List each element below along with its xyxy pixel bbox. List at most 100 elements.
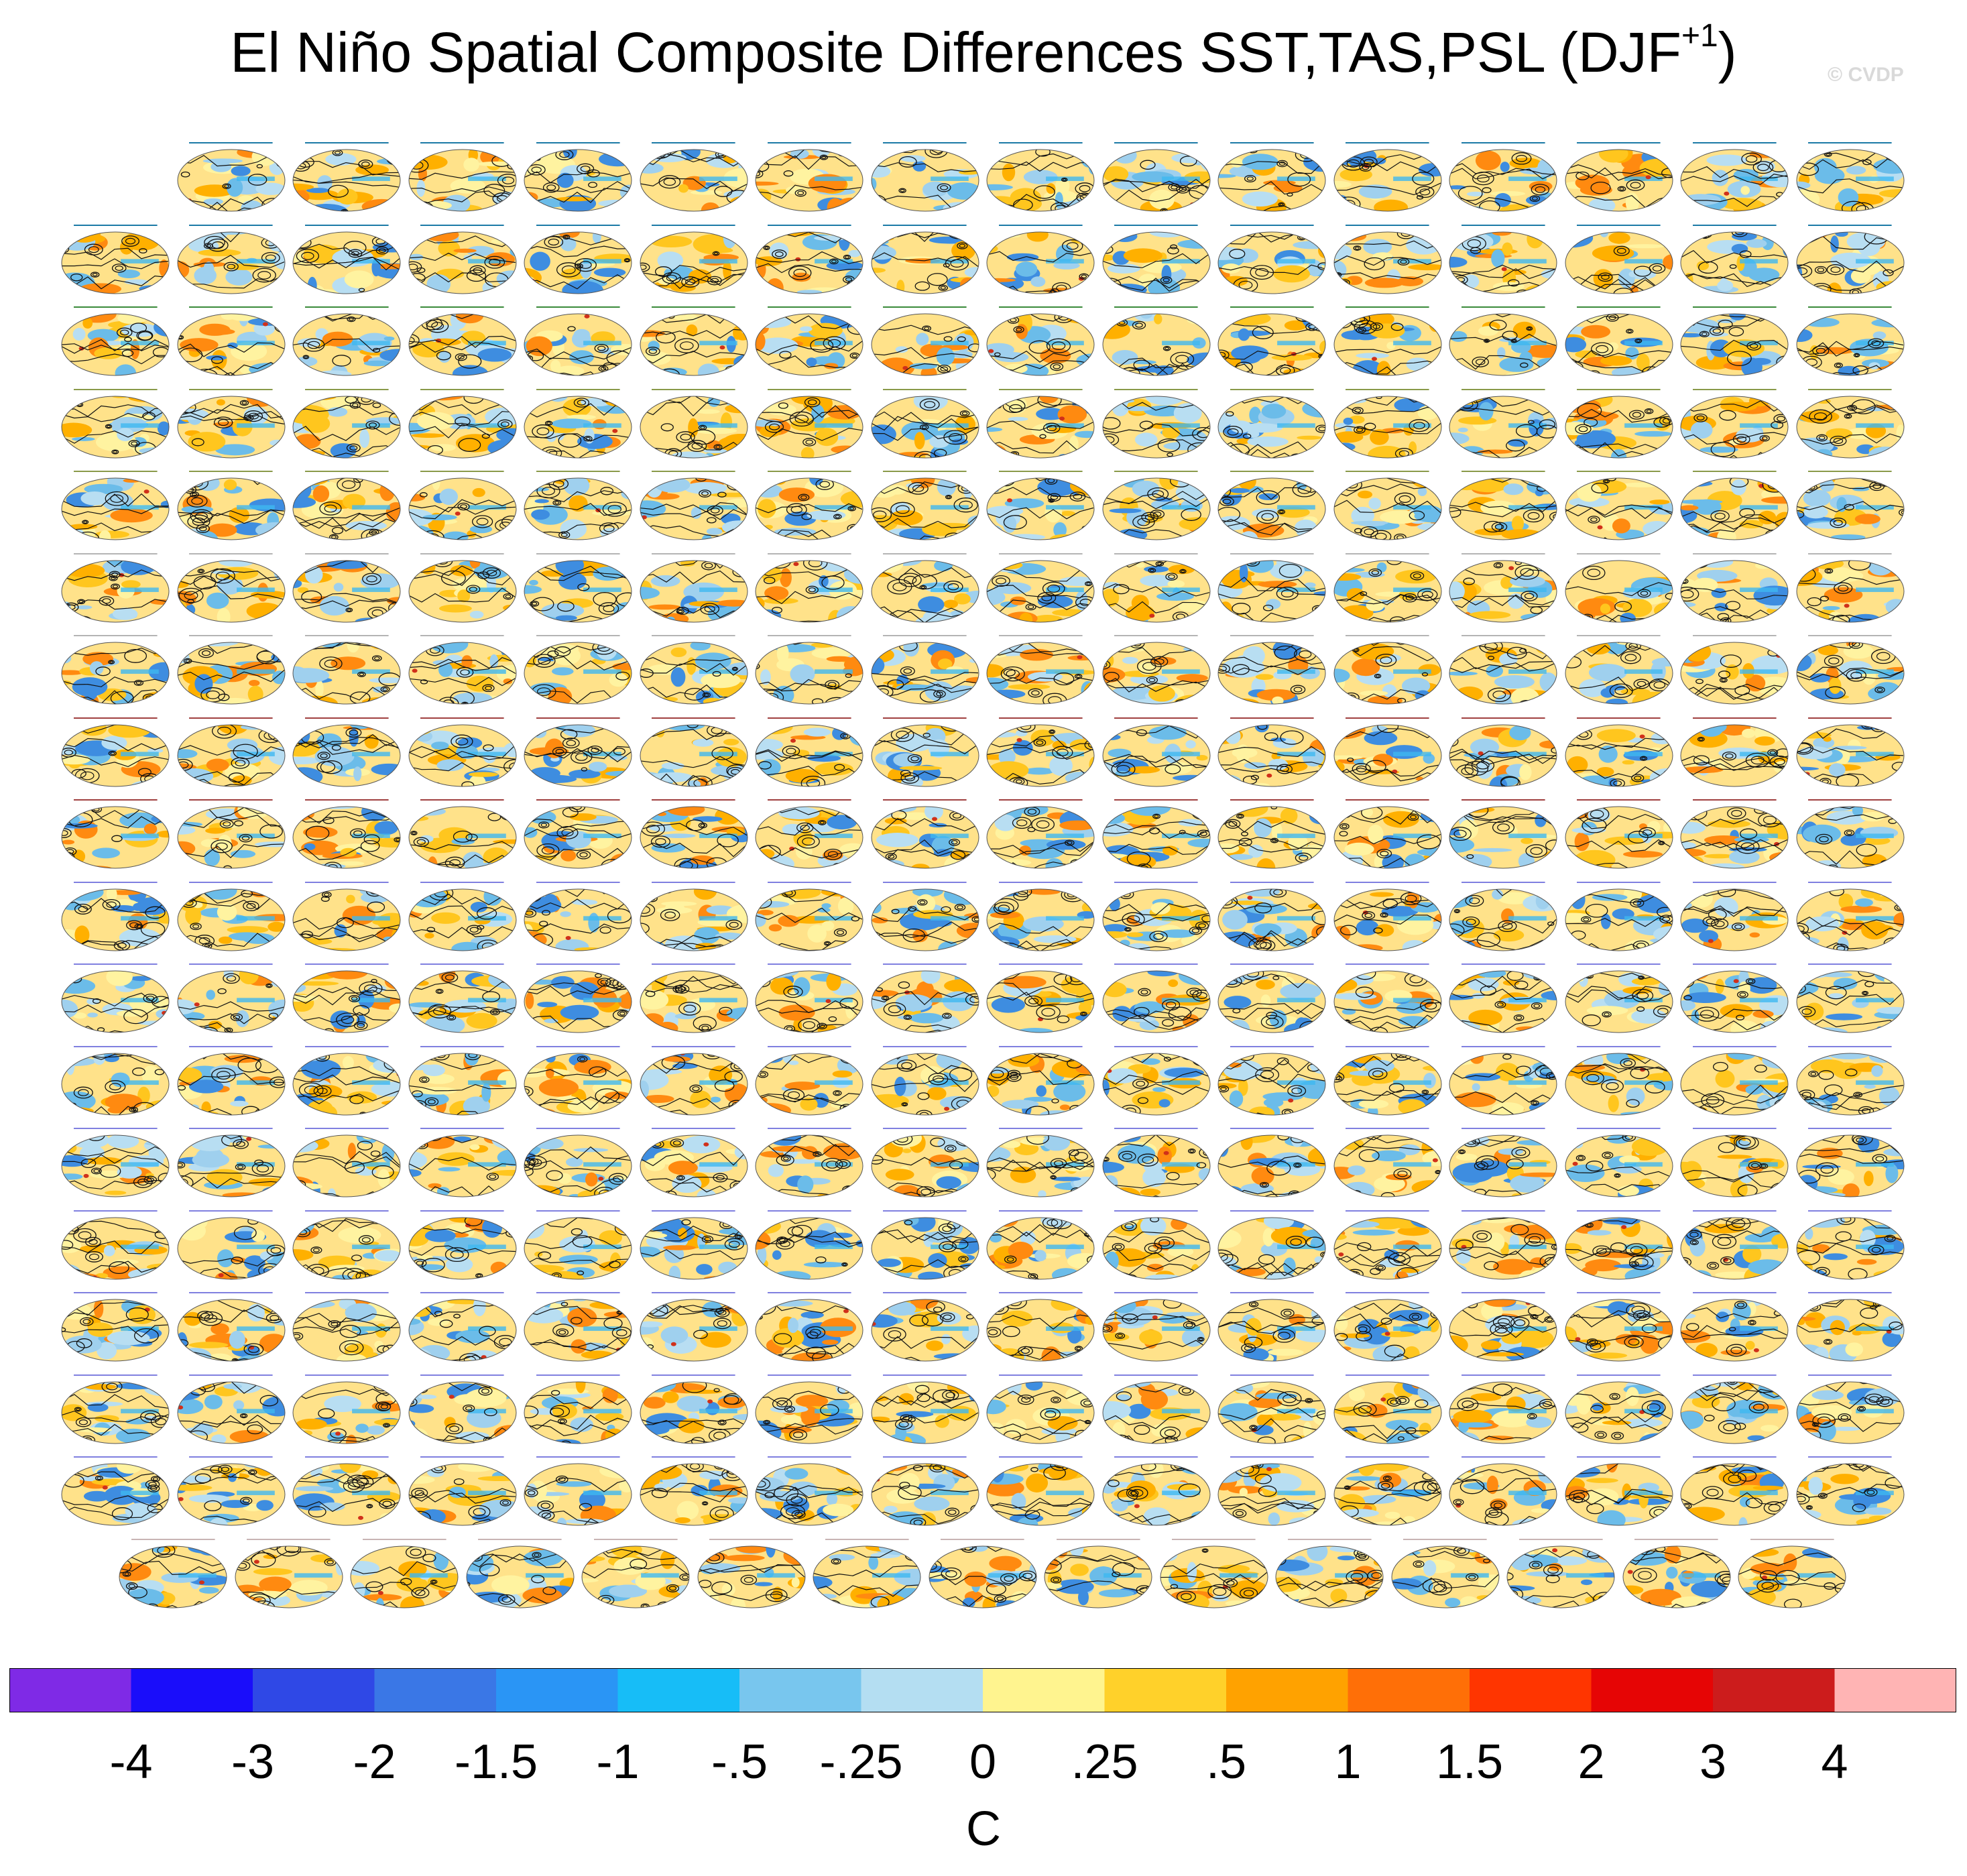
colorbar-tick-label: -.25 [819, 1735, 903, 1789]
panel-title-bar [345, 1535, 465, 1543]
map-panel [1327, 386, 1447, 460]
panel-title-bar [1212, 1371, 1331, 1379]
map-panel [171, 632, 291, 706]
panel-title-bar [1443, 386, 1563, 393]
map-panel [402, 878, 522, 953]
map-panel [981, 961, 1100, 1035]
map-panel [460, 1535, 580, 1610]
composite-map [1333, 313, 1441, 376]
map-panel [1675, 139, 1794, 213]
map-panel [1212, 304, 1331, 377]
map-panel [1443, 878, 1563, 953]
map-panel [634, 1454, 754, 1527]
panel-title-bar [518, 1289, 638, 1296]
panel-title-bar [171, 1371, 291, 1379]
panel-title-bar [981, 1454, 1100, 1460]
map-panel [865, 1454, 985, 1527]
composite-map [1680, 560, 1789, 622]
composite-map [1680, 231, 1789, 294]
composite-map [1565, 806, 1673, 869]
panel-title-bar [1559, 714, 1679, 721]
colorbar-tick-label: -1 [596, 1735, 640, 1789]
composite-map [292, 149, 401, 212]
panel-title-bar [1212, 550, 1331, 557]
composite-map [640, 1381, 748, 1444]
panel-title-bar [634, 1207, 754, 1214]
composite-map [871, 1134, 979, 1197]
panel-title-bar [402, 1207, 522, 1214]
panel-title-bar [402, 386, 522, 393]
panel-title-bar [981, 797, 1100, 803]
composite-map [408, 231, 516, 294]
map-panel [1270, 1535, 1390, 1610]
composite-map [1217, 1463, 1326, 1526]
map-panel [865, 386, 985, 460]
composite-map [1333, 396, 1441, 458]
map-panel [750, 386, 869, 460]
map-panel [402, 304, 522, 377]
panel-title-bar [1327, 1043, 1447, 1050]
panel-title-bar [518, 961, 638, 968]
panel-title-bar [1559, 632, 1679, 639]
panel-title-bar [634, 304, 754, 310]
map-panel [865, 221, 985, 296]
composite-map [1680, 1299, 1789, 1362]
map-panel [171, 1125, 291, 1199]
colorbar-swatch [1834, 1668, 1956, 1712]
map-panel [56, 386, 175, 460]
map-panel [287, 1125, 406, 1199]
colorbar-tick-label: -2 [353, 1735, 396, 1789]
composite-map [640, 1299, 748, 1362]
panel-title-bar [1675, 1207, 1794, 1214]
panel-title-bar [1675, 386, 1794, 393]
composite-map [581, 1545, 690, 1608]
map-panel [518, 1043, 638, 1117]
panel-title-bar [518, 714, 638, 721]
panel-title-bar [634, 468, 754, 475]
panel-title-bar [750, 1125, 869, 1132]
composite-map [871, 1299, 979, 1362]
composite-map [871, 231, 979, 294]
panel-title-bar [1096, 550, 1216, 557]
map-panel [1096, 632, 1216, 706]
map-panel [1096, 1043, 1216, 1117]
composite-map [871, 313, 979, 376]
map-panel [1559, 139, 1679, 213]
composite-map [640, 1053, 748, 1115]
panel-title-bar [1327, 1371, 1447, 1379]
map-panel [1559, 1125, 1679, 1199]
composite-map [640, 1463, 748, 1526]
map-panel [1096, 386, 1216, 460]
panel-title-bar [171, 550, 291, 557]
panel-title-bar [56, 1289, 175, 1296]
composite-map [640, 477, 748, 540]
composite-map [408, 1381, 516, 1444]
panel-title-bar [634, 1043, 754, 1050]
panel-title-bar [1096, 221, 1216, 229]
composite-map [177, 396, 285, 458]
map-panel [402, 714, 522, 788]
panel-title-bar [402, 797, 522, 803]
map-panel [287, 1454, 406, 1527]
map-panel [1559, 1043, 1679, 1117]
composite-map [640, 1217, 748, 1279]
colorbar-swatch [1226, 1668, 1348, 1712]
map-panel [750, 468, 869, 542]
map-panel [1096, 139, 1216, 213]
colorbar-swatch [1104, 1668, 1227, 1712]
composite-map [408, 642, 516, 705]
panel-title-bar [1675, 1371, 1794, 1379]
map-panel [1732, 1535, 1852, 1610]
panel-title-bar [1559, 1289, 1679, 1296]
map-panel [750, 714, 869, 788]
panel-title-bar [865, 1454, 985, 1460]
map-panel [1790, 221, 1910, 296]
composite-map [640, 970, 748, 1033]
composite-map [871, 806, 979, 869]
panel-title-bar [981, 550, 1100, 557]
map-panel [634, 632, 754, 706]
composite-map [1333, 560, 1441, 622]
map-panel [1790, 797, 1910, 870]
map-panel [402, 1371, 522, 1446]
composite-map [177, 231, 285, 294]
